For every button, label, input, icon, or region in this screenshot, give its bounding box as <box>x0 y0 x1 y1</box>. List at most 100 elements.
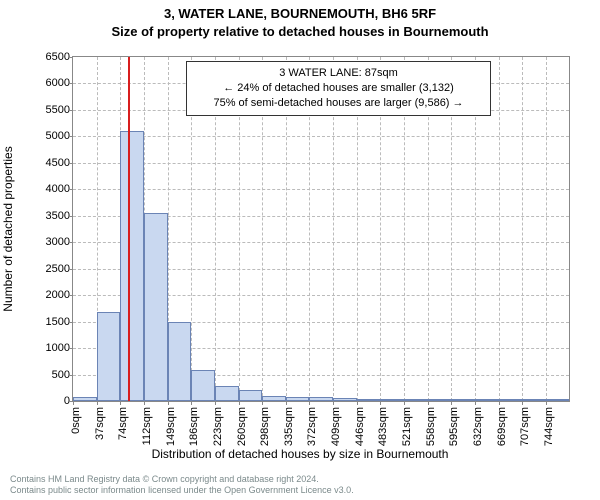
y-tick-mark <box>69 269 73 270</box>
x-axis-label: Distribution of detached houses by size … <box>0 447 600 461</box>
y-tick-label: 500 <box>20 369 70 381</box>
x-tick-mark <box>120 401 121 405</box>
x-tick-mark <box>499 401 500 405</box>
x-tick-mark <box>428 401 429 405</box>
x-tick-label: 37sqm <box>94 407 106 440</box>
y-tick-label: 5500 <box>20 104 70 116</box>
gridline-h <box>73 136 569 137</box>
x-tick-label: 298sqm <box>259 407 271 446</box>
histogram-bar <box>309 397 333 401</box>
y-tick-label: 1500 <box>20 316 70 328</box>
x-tick-mark <box>286 401 287 405</box>
y-tick-mark <box>69 242 73 243</box>
histogram-bar <box>380 399 404 401</box>
x-tick-mark <box>262 401 263 405</box>
histogram-bar <box>451 399 475 401</box>
histogram-bar <box>97 312 121 401</box>
x-tick-label: 595sqm <box>448 407 460 446</box>
histogram-bar <box>215 386 239 401</box>
y-tick-mark <box>69 110 73 111</box>
histogram-bar <box>286 397 310 401</box>
y-tick-mark <box>69 163 73 164</box>
y-tick-label: 2500 <box>20 263 70 275</box>
x-tick-mark <box>97 401 98 405</box>
x-tick-label: 223sqm <box>212 407 224 446</box>
y-tick-label: 4500 <box>20 157 70 169</box>
x-tick-mark <box>380 401 381 405</box>
y-tick-label: 2000 <box>20 289 70 301</box>
y-tick-label: 3500 <box>20 210 70 222</box>
x-tick-mark <box>73 401 74 405</box>
gridline-h <box>73 189 569 190</box>
y-tick-label: 5000 <box>20 130 70 142</box>
y-tick-mark <box>69 189 73 190</box>
x-tick-mark <box>144 401 145 405</box>
x-tick-label: 744sqm <box>543 407 555 446</box>
histogram-bar <box>404 399 428 401</box>
y-tick-label: 3000 <box>20 236 70 248</box>
x-tick-label: 372sqm <box>306 407 318 446</box>
y-tick-mark <box>69 348 73 349</box>
y-tick-label: 4000 <box>20 183 70 195</box>
histogram-bar <box>191 370 215 401</box>
x-tick-label: 335sqm <box>283 407 295 446</box>
x-tick-label: 707sqm <box>519 407 531 446</box>
annotation-line: ← 24% of detached houses are smaller (3,… <box>197 81 480 96</box>
annotation-line: 3 WATER LANE: 87sqm <box>197 66 480 81</box>
x-tick-mark <box>191 401 192 405</box>
x-tick-mark <box>357 401 358 405</box>
plot-area: 3 WATER LANE: 87sqm← 24% of detached hou… <box>72 56 570 402</box>
x-tick-mark <box>522 401 523 405</box>
histogram-bar <box>499 399 523 401</box>
x-tick-label: 112sqm <box>141 407 153 445</box>
y-tick-mark <box>69 83 73 84</box>
y-tick-mark <box>69 57 73 58</box>
x-tick-label: 521sqm <box>401 407 413 446</box>
y-axis-label: Number of detached properties <box>1 64 15 229</box>
x-tick-mark <box>239 401 240 405</box>
x-tick-mark <box>546 401 547 405</box>
footer-attribution: Contains HM Land Registry data © Crown c… <box>10 474 354 497</box>
y-tick-label: 1000 <box>20 342 70 354</box>
chart-subtitle: Size of property relative to detached ho… <box>0 24 600 39</box>
chart-title: 3, WATER LANE, BOURNEMOUTH, BH6 5RF <box>0 6 600 21</box>
x-tick-label: 446sqm <box>354 407 366 446</box>
x-tick-mark <box>475 401 476 405</box>
property-size-marker <box>128 57 130 401</box>
x-tick-label: 632sqm <box>472 407 484 446</box>
y-tick-mark <box>69 216 73 217</box>
histogram-bar <box>168 322 192 401</box>
histogram-bar <box>333 398 357 401</box>
y-tick-label: 0 <box>20 395 70 407</box>
x-tick-mark <box>215 401 216 405</box>
gridline-h <box>73 163 569 164</box>
histogram-bar <box>357 399 381 401</box>
gridline-v <box>499 57 500 401</box>
x-tick-label: 669sqm <box>496 407 508 446</box>
annotation-box: 3 WATER LANE: 87sqm← 24% of detached hou… <box>186 61 491 116</box>
x-tick-label: 0sqm <box>70 407 82 434</box>
histogram-bar <box>546 399 569 401</box>
x-tick-label: 186sqm <box>188 407 200 446</box>
x-tick-label: 558sqm <box>425 407 437 446</box>
x-tick-mark <box>168 401 169 405</box>
histogram-bar <box>73 397 97 401</box>
footer-line-2: Contains public sector information licen… <box>10 485 354 496</box>
y-tick-mark <box>69 136 73 137</box>
x-tick-label: 149sqm <box>165 407 177 446</box>
x-tick-mark <box>451 401 452 405</box>
histogram-bar <box>475 399 499 401</box>
histogram-bar <box>262 396 286 401</box>
x-tick-label: 260sqm <box>236 407 248 446</box>
figure: 3, WATER LANE, BOURNEMOUTH, BH6 5RF Size… <box>0 0 600 500</box>
y-tick-label: 6000 <box>20 77 70 89</box>
x-tick-mark <box>404 401 405 405</box>
gridline-v <box>522 57 523 401</box>
x-tick-label: 409sqm <box>330 407 342 446</box>
x-tick-label: 483sqm <box>377 407 389 446</box>
y-tick-mark <box>69 375 73 376</box>
histogram-bar <box>120 131 144 401</box>
histogram-bar <box>239 390 263 401</box>
histogram-bar <box>144 213 168 401</box>
y-tick-label: 6500 <box>20 51 70 63</box>
